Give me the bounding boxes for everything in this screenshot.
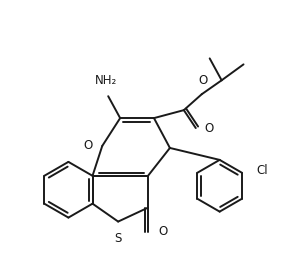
Text: NH₂: NH₂ bbox=[95, 74, 117, 87]
Text: O: O bbox=[158, 225, 167, 238]
Text: O: O bbox=[83, 139, 92, 152]
Text: O: O bbox=[205, 121, 214, 135]
Text: Cl: Cl bbox=[256, 164, 268, 177]
Text: S: S bbox=[114, 232, 122, 245]
Text: O: O bbox=[198, 74, 207, 87]
